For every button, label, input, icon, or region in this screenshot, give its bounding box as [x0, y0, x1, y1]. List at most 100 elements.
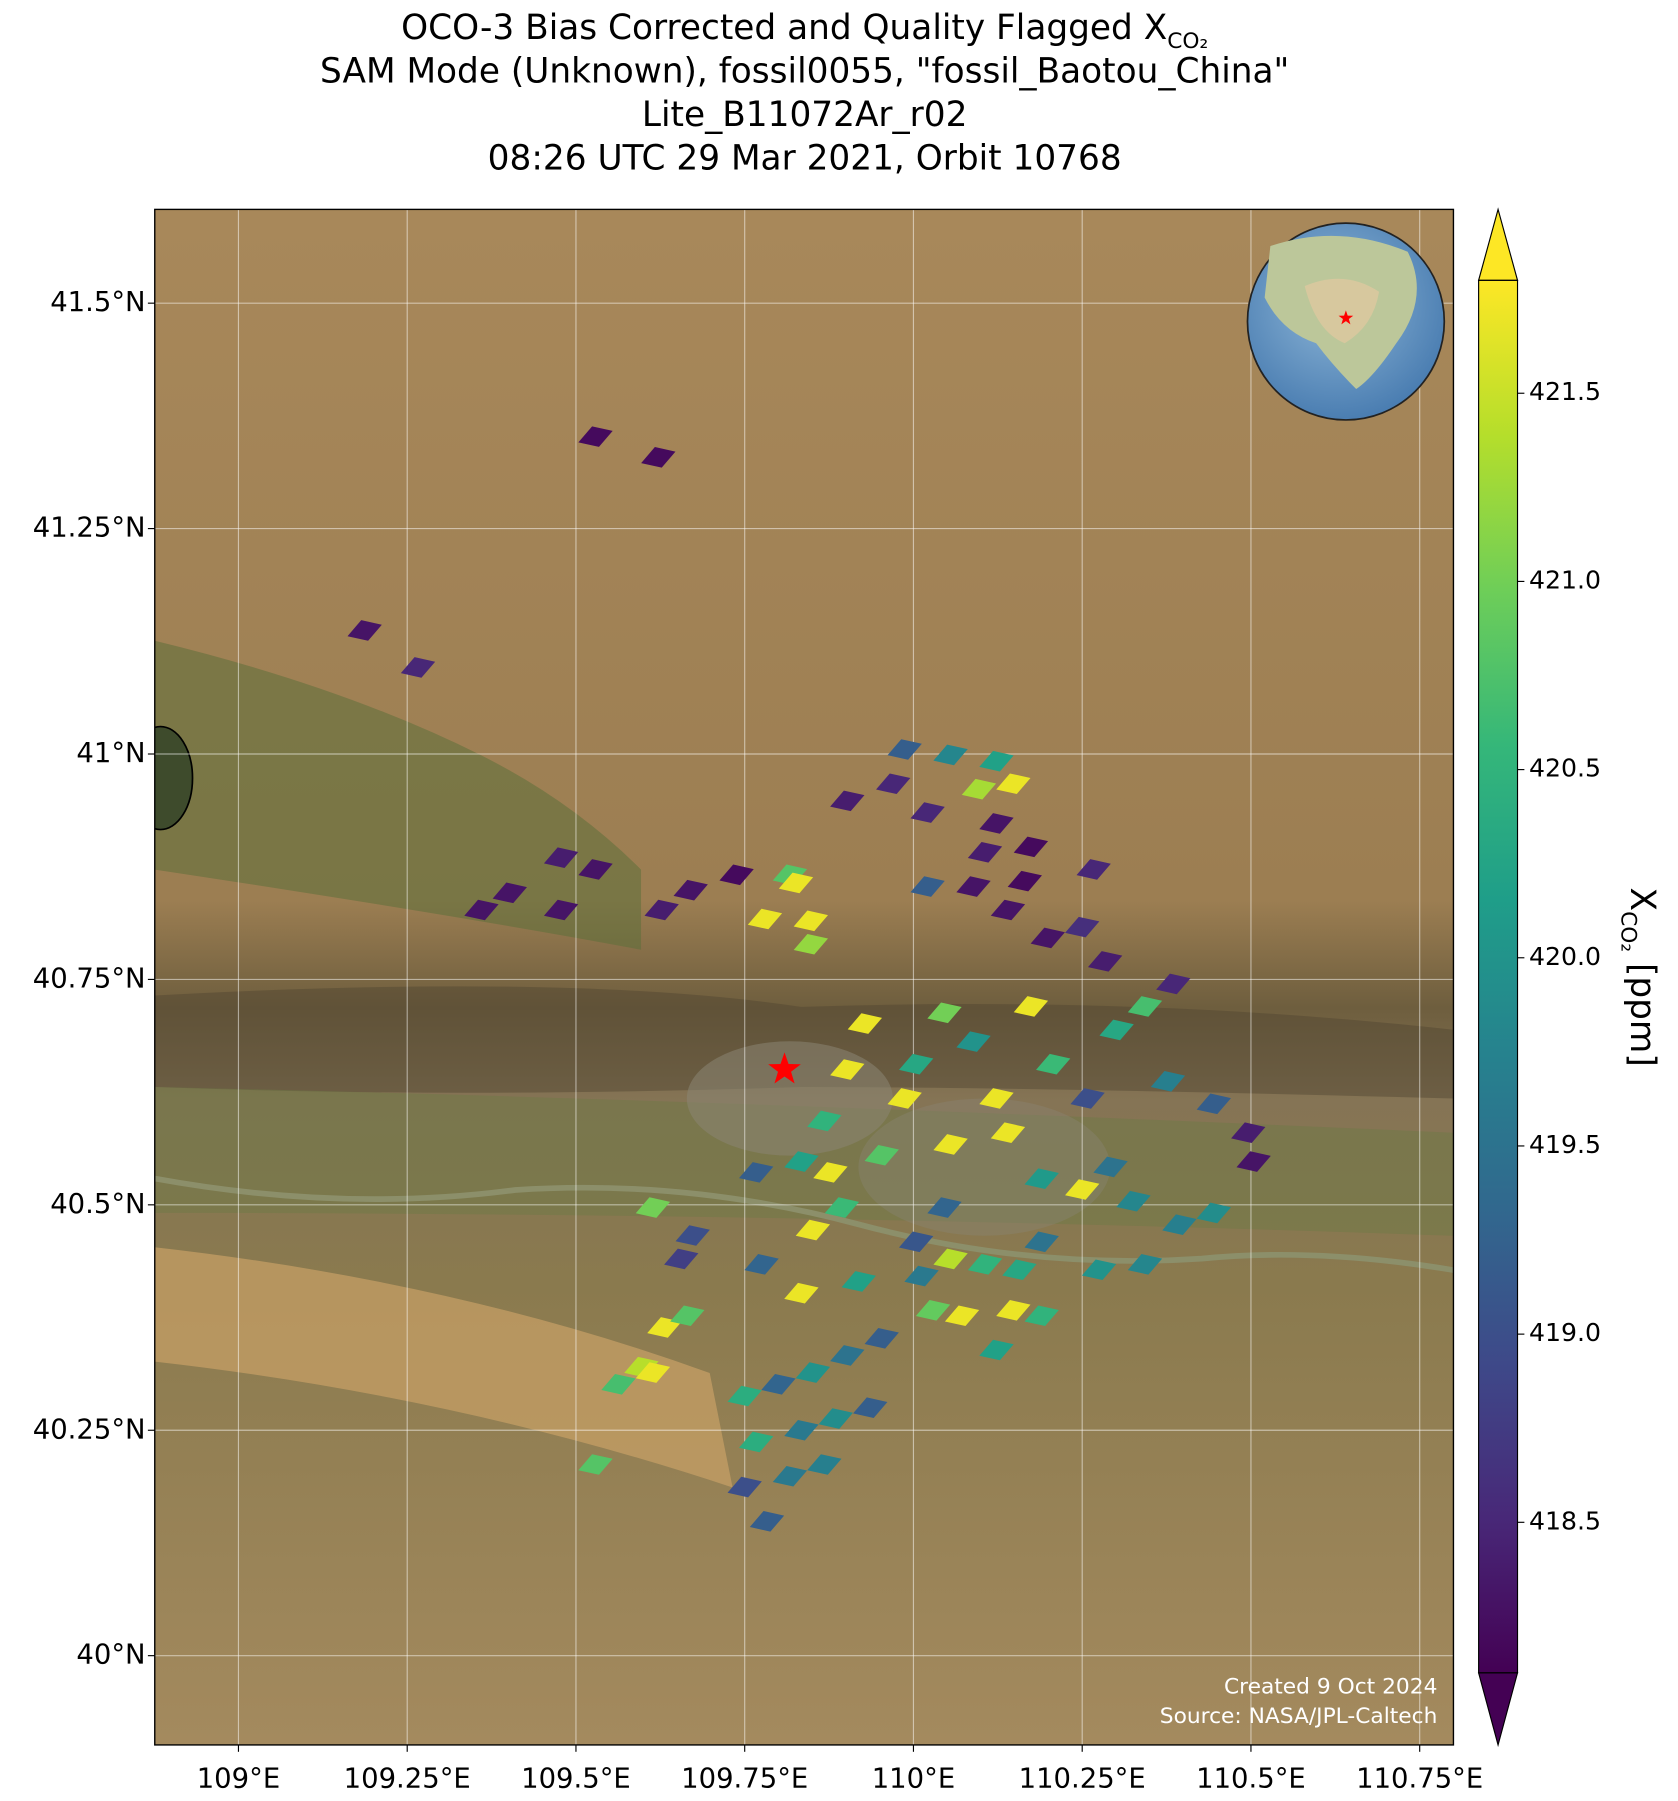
y-tick-label: 40.5°N	[50, 1189, 145, 1220]
y-tick-label: 41.25°N	[33, 513, 146, 544]
sounding-footprint	[979, 1339, 1014, 1361]
sounding-footprint	[347, 620, 382, 641]
sounding-footprint	[996, 1300, 1031, 1321]
sounding-footprint	[644, 899, 679, 921]
chart-title: OCO-3 Bias Corrected and Quality Flagged…	[401, 8, 1208, 54]
colorbar: 418.5 419.0 419.5 420.0 420.5 421.0 421.5 XCO₂ …	[1477, 207, 1662, 1748]
sounding-footprint	[739, 1162, 774, 1183]
sounding-footprint	[979, 1088, 1014, 1109]
colorbar-tick-label: 418.5	[1529, 1506, 1601, 1535]
sounding-footprint	[784, 1282, 819, 1304]
sounding-footprint	[1070, 1088, 1105, 1109]
chart-title: 08:26 UTC 29 Mar 2021, Orbit 10768	[488, 138, 1122, 178]
sounding-footprint	[795, 1362, 831, 1383]
x-tick-label: 110°E	[872, 1763, 955, 1794]
sounding-footprint	[1116, 1190, 1151, 1212]
sounding-footprint	[1007, 870, 1042, 892]
sounding-footprint	[675, 1225, 710, 1246]
sounding-footprint	[772, 864, 808, 886]
sounding-footprint	[1024, 1305, 1059, 1327]
sounding-footprint	[876, 773, 911, 795]
sounding-footprint	[647, 1317, 682, 1338]
title-text: 08:26 UTC 29 Mar 2021, Orbit 10768	[488, 138, 1122, 178]
sounding-footprint	[1081, 1259, 1117, 1281]
sounding-footprint	[1236, 1151, 1271, 1172]
sounding-footprint	[1127, 996, 1163, 1017]
sounding-footprint	[961, 778, 997, 800]
sounding-footprint	[784, 1419, 819, 1441]
sounding-footprint	[898, 1053, 934, 1075]
sounding-footprint	[813, 1162, 848, 1183]
title-text: SAM Mode (Unknown), fossil0055, "fossil_…	[320, 51, 1289, 91]
inset-globe	[1246, 222, 1446, 421]
sounding-footprint	[864, 1144, 899, 1166]
sounding-footprint	[956, 1031, 991, 1052]
sounding-footprint	[673, 879, 708, 901]
sounding-footprint	[1065, 916, 1100, 938]
sounding-footprint	[664, 1248, 699, 1270]
sounding-footprint	[1150, 1071, 1186, 1092]
sounding-footprint	[979, 813, 1014, 834]
sounding-footprint	[778, 872, 814, 894]
sounding-footprint	[727, 1476, 762, 1498]
sounding-footprint	[818, 1408, 853, 1429]
sounding-footprint	[933, 1134, 968, 1155]
sounding-footprint	[464, 899, 499, 921]
colorbar-tick-label: 421.0	[1529, 565, 1601, 594]
sounding-footprint	[830, 1059, 865, 1080]
sounding-footprint	[933, 744, 968, 766]
sounding-footprint	[543, 899, 579, 921]
sounding-footprint	[956, 876, 991, 897]
colorbar-label-unit: [ppm]	[1622, 952, 1662, 1067]
sounding-footprint	[1196, 1202, 1231, 1224]
colorbar-body	[1478, 280, 1518, 1673]
sounding-footprint	[772, 1465, 808, 1487]
sounding-footprint	[967, 1254, 1003, 1275]
sounding-footprint	[1156, 973, 1191, 995]
colorbar-extend-max	[1477, 207, 1519, 281]
x-tick-label: 109°E	[197, 1763, 280, 1794]
colorbar-extend-min	[1477, 1672, 1519, 1748]
credit: Created 9 Oct 2024	[1224, 1674, 1437, 1699]
colorbar-tick-label: 419.0	[1529, 1318, 1601, 1347]
sounding-footprint	[635, 1197, 671, 1218]
sounding-footprint	[927, 1197, 962, 1218]
colorbar-tick-label: 421.5	[1529, 377, 1601, 406]
chart-title: SAM Mode (Unknown), fossil0055, "fossil_…	[320, 51, 1289, 91]
x-tick-label: 109.75°E	[681, 1763, 808, 1794]
sounding-footprint	[853, 1397, 888, 1419]
sounding-footprint	[1127, 1254, 1163, 1275]
credit: Source: NASA/JPL-Caltech	[1160, 1704, 1438, 1729]
sounding-footprint	[400, 657, 436, 678]
sounding-footprint	[739, 1431, 774, 1453]
sounding-footprint	[719, 864, 754, 886]
sounding-footprint	[1087, 951, 1123, 972]
plot-frame	[154, 208, 1455, 1746]
sounding-footprint	[1013, 996, 1049, 1017]
sounding-footprint	[864, 1327, 899, 1349]
sounding-footprint	[793, 910, 829, 932]
sounding-footprint	[1030, 927, 1065, 949]
sounding-footprint	[578, 426, 613, 447]
sounding-footprint	[1036, 1053, 1071, 1075]
sounding-footprint	[543, 847, 579, 868]
sounding-footprint	[601, 1373, 636, 1395]
sounding-footprint	[492, 882, 527, 904]
sounding-footprint	[915, 1300, 951, 1321]
x-tick-label: 109.25°E	[344, 1763, 471, 1794]
y-tick-label: 40.75°N	[33, 963, 146, 994]
y-tick-label: 41.5°N	[50, 287, 145, 318]
soundings	[347, 426, 1271, 1532]
colorbar-tick-label: 420.0	[1529, 942, 1601, 971]
sounding-footprint	[624, 1356, 659, 1378]
sounding-footprint	[578, 859, 613, 880]
colorbar-tick-label: 419.5	[1529, 1130, 1601, 1159]
sounding-footprint	[996, 773, 1031, 795]
sounding-footprint	[635, 1362, 671, 1383]
sounding-footprint	[749, 1511, 785, 1532]
sounding-footprint	[910, 802, 945, 823]
sounding-footprint	[824, 1197, 860, 1218]
colorbar-label-subscript: CO₂	[1616, 911, 1641, 952]
sounding-footprint	[904, 1265, 939, 1287]
